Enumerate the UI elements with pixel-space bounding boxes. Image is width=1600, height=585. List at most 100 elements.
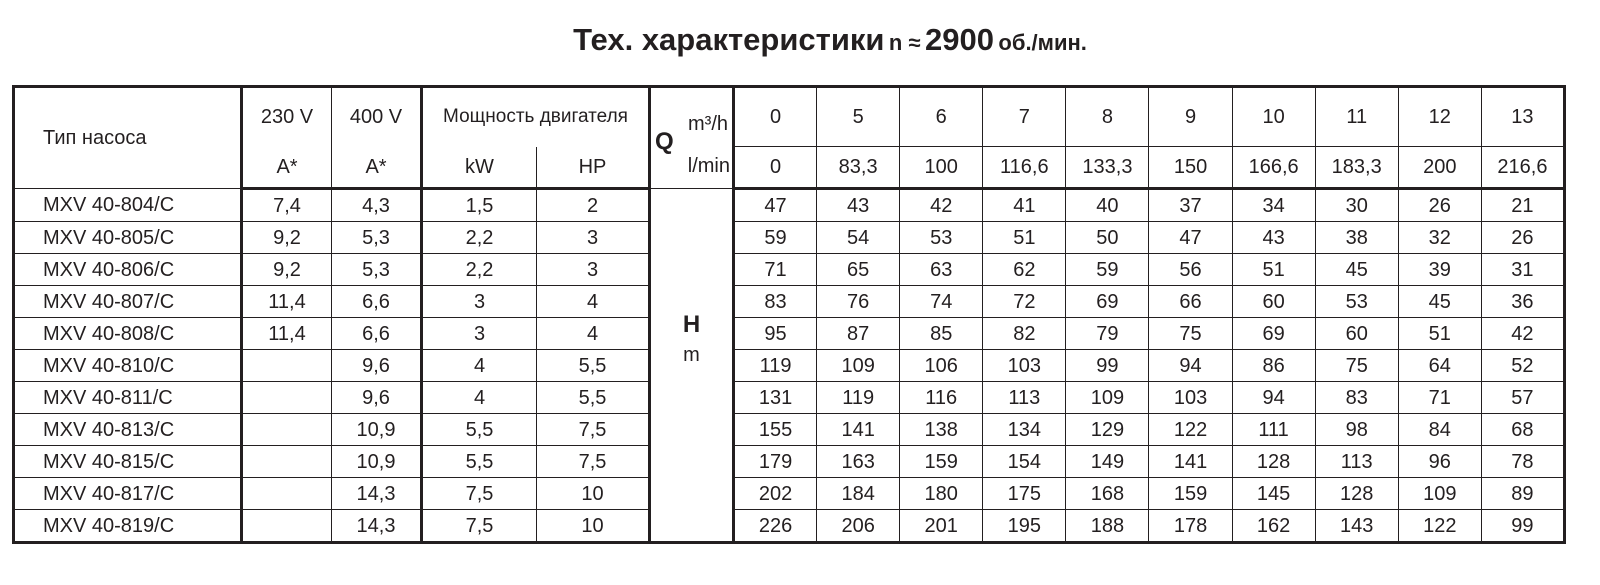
current-400v: 5,3 [331, 221, 422, 254]
head-value: 51 [982, 221, 1067, 254]
head-value: 26 [1480, 221, 1566, 254]
head-value: 62 [982, 253, 1067, 286]
head-value: 75 [1314, 349, 1399, 382]
flow-lmin-3: 116,6 [982, 146, 1067, 190]
head-value: 47 [731, 188, 818, 222]
pump-model: MXV 40-806/C [13, 253, 242, 286]
head-value: 32 [1397, 221, 1482, 254]
power-kw: 5,5 [420, 413, 537, 446]
current-400v: 4,3 [331, 188, 422, 222]
flow-m3h-2: 6 [899, 86, 984, 147]
head-value: 128 [1314, 477, 1399, 510]
table-row: MXV 40-811/C 9,6 4 5,5 131 119 116 113 109 103 94 8… [13, 381, 1566, 414]
pump-model: MXV 40-807/C [13, 285, 242, 318]
header-row-2: A* A* kW HP 0 83,3 100 116,6 133,3 150 166,6 18… [14, 146, 1566, 190]
head-value: 122 [1397, 509, 1482, 543]
header-hp: HP [536, 146, 650, 190]
table-row: MXV 40-815/C 10,9 5,5 7,5 179 163 159 154 149 141… [13, 445, 1566, 478]
head-value: 71 [731, 253, 818, 286]
header-400v: 400 V [331, 86, 422, 147]
pump-model: MXV 40-805/C [13, 221, 242, 254]
table-row: MXV 40-808/C 11,4 6,6 3 4 95 87 85 82 79 75 69 60 51 4… [13, 317, 1566, 350]
q-unit-m3h: m³/h [688, 113, 728, 135]
power-kw: 4 [420, 349, 537, 382]
power-kw: 4 [420, 381, 537, 414]
power-hp: 5,5 [536, 349, 650, 382]
head-value: 163 [816, 445, 901, 478]
head-value: 30 [1314, 188, 1399, 222]
current-400v: 14,3 [331, 477, 422, 510]
head-value: 60 [1231, 285, 1316, 318]
current-400v: 14,3 [331, 509, 422, 543]
head-value: 53 [1314, 285, 1399, 318]
pump-model: MXV 40-817/C [13, 477, 242, 510]
page-title: Тех. характеристики n ≈ 2900 об./мин. [0, 22, 1600, 58]
head-value: 206 [816, 509, 901, 543]
flow-lmin-9: 216,6 [1480, 146, 1566, 190]
head-value: 34 [1231, 188, 1316, 222]
flow-lmin-4: 133,3 [1065, 146, 1150, 190]
header-pump-type: Тип насоса [13, 86, 242, 189]
header-row-1: Тип насоса 230 V 400 V Мощность двигател… [13, 86, 1566, 189]
current-230v: 9,2 [240, 221, 332, 254]
current-230v: 11,4 [240, 317, 332, 350]
current-400v: 10,9 [331, 413, 422, 446]
flow-lmin-8: 200 [1397, 146, 1482, 190]
table-row: MXV 40-805/C 9,2 5,3 2,2 3 59 54 53 51 50 47 43 38 32… [13, 221, 1566, 254]
head-value: 201 [899, 509, 984, 543]
title-main: Тех. характеристики [573, 22, 885, 57]
head-value: 113 [1314, 445, 1399, 478]
head-value: 74 [899, 285, 984, 318]
head-value: 103 [1148, 381, 1233, 414]
current-400v: 9,6 [331, 381, 422, 414]
flow-lmin-2: 100 [899, 146, 984, 190]
power-kw: 2,2 [420, 253, 537, 286]
power-hp: 4 [536, 285, 650, 318]
head-value: 47 [1148, 221, 1233, 254]
current-230v [240, 349, 332, 382]
table-row: MXV 40-806/C 9,2 5,3 2,2 3 71 65 63 62 59 56 51 45 39… [13, 253, 1566, 286]
head-value: 84 [1397, 413, 1482, 446]
power-kw: 3 [420, 285, 537, 318]
flow-m3h-8: 12 [1397, 86, 1482, 147]
head-value: 179 [731, 445, 818, 478]
head-value: 43 [816, 188, 901, 222]
flow-lmin-7: 183,3 [1314, 146, 1399, 190]
head-value: 113 [982, 381, 1067, 414]
current-400v: 6,6 [331, 317, 422, 350]
head-value: 83 [731, 285, 818, 318]
head-value: 83 [1314, 381, 1399, 414]
header-kw: kW [420, 146, 537, 190]
head-value: 122 [1148, 413, 1233, 446]
head-value: 87 [816, 317, 901, 350]
table-row: MXV 40-813/C 10,9 5,5 7,5 155 141 138 134 129 122… [13, 413, 1566, 446]
power-hp: 2 [536, 188, 650, 222]
head-value: 63 [899, 253, 984, 286]
head-value: 43 [1231, 221, 1316, 254]
current-230v [240, 413, 332, 446]
head-value: 60 [1314, 317, 1399, 350]
flow-m3h-4: 8 [1065, 86, 1150, 147]
power-kw: 3 [420, 317, 537, 350]
head-value: 56 [1148, 253, 1233, 286]
head-value: 109 [816, 349, 901, 382]
title-speed: 2900 [925, 22, 994, 57]
h-label: H [682, 311, 701, 338]
head-value: 119 [816, 381, 901, 414]
flow-m3h-9: 13 [1480, 86, 1566, 147]
flow-lmin-5: 150 [1148, 146, 1233, 190]
head-value: 71 [1397, 381, 1482, 414]
table-row: MXV 40-807/C 11,4 6,6 3 4 83 76 74 72 69 66 60 53 45 3… [13, 285, 1566, 318]
head-value: 180 [899, 477, 984, 510]
flow-m3h-6: 10 [1231, 86, 1316, 147]
head-value: 131 [731, 381, 818, 414]
head-value: 116 [899, 381, 984, 414]
current-230v: 9,2 [240, 253, 332, 286]
head-value: 41 [982, 188, 1067, 222]
head-value: 109 [1065, 381, 1150, 414]
pump-model: MXV 40-810/C [13, 349, 242, 382]
head-value: 195 [982, 509, 1067, 543]
head-value: 134 [982, 413, 1067, 446]
